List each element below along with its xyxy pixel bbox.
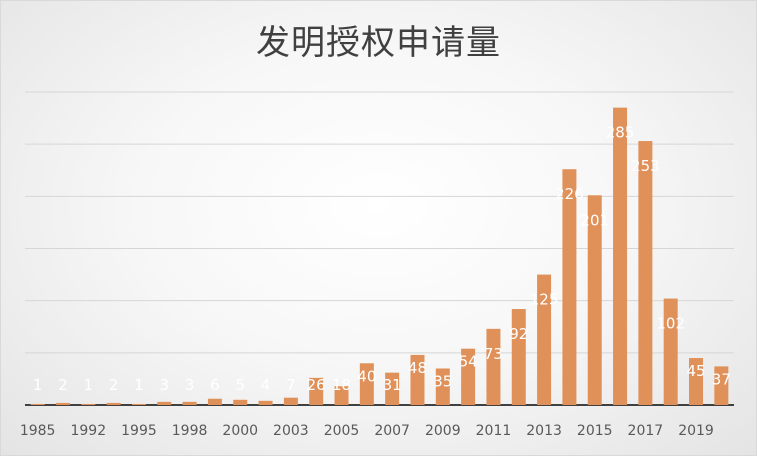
bar bbox=[587, 195, 602, 405]
data-label: 285 bbox=[606, 124, 635, 142]
bar bbox=[30, 403, 45, 405]
data-label: 2 bbox=[58, 376, 68, 394]
data-label: 6 bbox=[210, 376, 220, 394]
data-label: 45 bbox=[686, 362, 705, 380]
data-label: 7 bbox=[286, 376, 296, 394]
data-label: 102 bbox=[656, 315, 685, 333]
bar bbox=[81, 403, 96, 405]
data-label: 26 bbox=[307, 376, 326, 394]
data-label: 226 bbox=[555, 185, 584, 203]
data-label: 125 bbox=[530, 291, 559, 309]
bar bbox=[359, 363, 374, 405]
bar bbox=[207, 398, 222, 405]
data-label: 40 bbox=[357, 367, 376, 385]
x-tick-label: 2003 bbox=[273, 423, 309, 439]
bar bbox=[714, 366, 729, 405]
x-tick-label: 1998 bbox=[172, 423, 208, 439]
x-tick-label: 1995 bbox=[121, 423, 157, 439]
chart-title: 发明授权申请量 bbox=[256, 23, 501, 63]
data-label: 3 bbox=[159, 376, 169, 394]
data-label: 92 bbox=[509, 325, 528, 343]
bar bbox=[258, 400, 273, 405]
x-tick-label: 2019 bbox=[678, 423, 714, 439]
bar bbox=[55, 402, 70, 405]
data-label: 1 bbox=[134, 376, 144, 394]
bar bbox=[537, 274, 552, 405]
bar bbox=[233, 399, 248, 405]
data-label: 5 bbox=[235, 376, 245, 394]
data-label: 201 bbox=[580, 211, 609, 229]
data-label: 37 bbox=[712, 370, 731, 388]
data-label: 253 bbox=[631, 157, 660, 175]
bar bbox=[385, 372, 400, 405]
data-label: 73 bbox=[484, 345, 503, 363]
bar bbox=[182, 401, 197, 405]
data-label: 18 bbox=[332, 376, 351, 394]
data-label: 1 bbox=[33, 376, 43, 394]
x-tick-label: 2011 bbox=[476, 423, 512, 439]
x-tick-label: 1985 bbox=[20, 423, 56, 439]
data-label: 35 bbox=[433, 372, 452, 390]
bar bbox=[106, 402, 121, 405]
bar bbox=[511, 309, 526, 405]
bar bbox=[486, 328, 501, 405]
bar bbox=[663, 298, 678, 405]
bar bbox=[131, 403, 146, 405]
bar bbox=[435, 368, 450, 405]
data-label: 48 bbox=[408, 359, 427, 377]
data-label: 2 bbox=[109, 376, 119, 394]
x-tick-label: 2000 bbox=[222, 423, 258, 439]
data-label: 4 bbox=[261, 376, 271, 394]
bar bbox=[461, 348, 476, 405]
x-tick-label: 1992 bbox=[70, 423, 106, 439]
bar bbox=[283, 397, 298, 405]
data-label: 3 bbox=[185, 376, 195, 394]
bar bbox=[562, 169, 577, 405]
x-tick-label: 2015 bbox=[577, 423, 613, 439]
x-tick-label: 2005 bbox=[324, 423, 360, 439]
x-tick-label: 2007 bbox=[374, 423, 410, 439]
data-label: 54 bbox=[459, 353, 478, 371]
data-label: 1 bbox=[84, 376, 94, 394]
bar bbox=[638, 141, 653, 405]
bar bbox=[334, 386, 349, 405]
bar bbox=[157, 401, 172, 405]
bar bbox=[309, 377, 324, 405]
x-tick-label: 2017 bbox=[628, 423, 664, 439]
bar bbox=[613, 107, 628, 406]
x-tick-label: 2013 bbox=[526, 423, 562, 439]
data-label: 31 bbox=[383, 376, 402, 394]
x-tick-label: 2009 bbox=[425, 423, 461, 439]
bar bbox=[410, 354, 425, 405]
bar bbox=[689, 358, 704, 405]
